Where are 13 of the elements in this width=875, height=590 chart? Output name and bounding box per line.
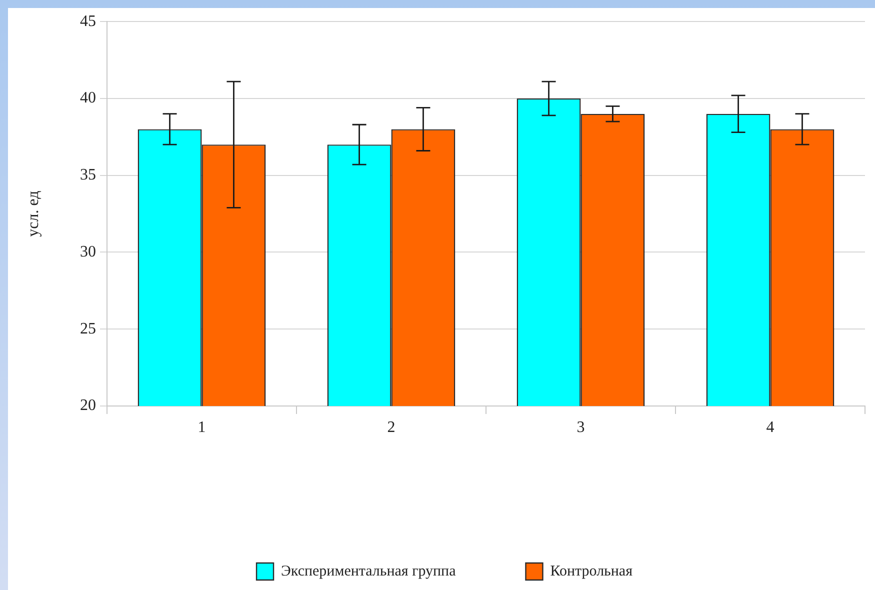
- legend-label: Экспериментальная группа: [281, 563, 456, 580]
- y-axis-title: усл. ед: [24, 190, 42, 237]
- x-tick-label: 1: [198, 418, 206, 436]
- y-tick-label: 25: [80, 320, 96, 338]
- y-tick-label: 20: [80, 397, 96, 414]
- y-tick-label: 30: [80, 243, 96, 260]
- x-tick-label: 3: [576, 418, 585, 436]
- y-tick-label: 45: [80, 12, 96, 30]
- x-tick-label: 4: [766, 418, 774, 436]
- y-tick-label: 35: [80, 166, 96, 184]
- x-tick-label: 2: [387, 418, 396, 436]
- legend-label: Контрольная: [550, 563, 633, 580]
- y-tick-label: 40: [80, 90, 96, 107]
